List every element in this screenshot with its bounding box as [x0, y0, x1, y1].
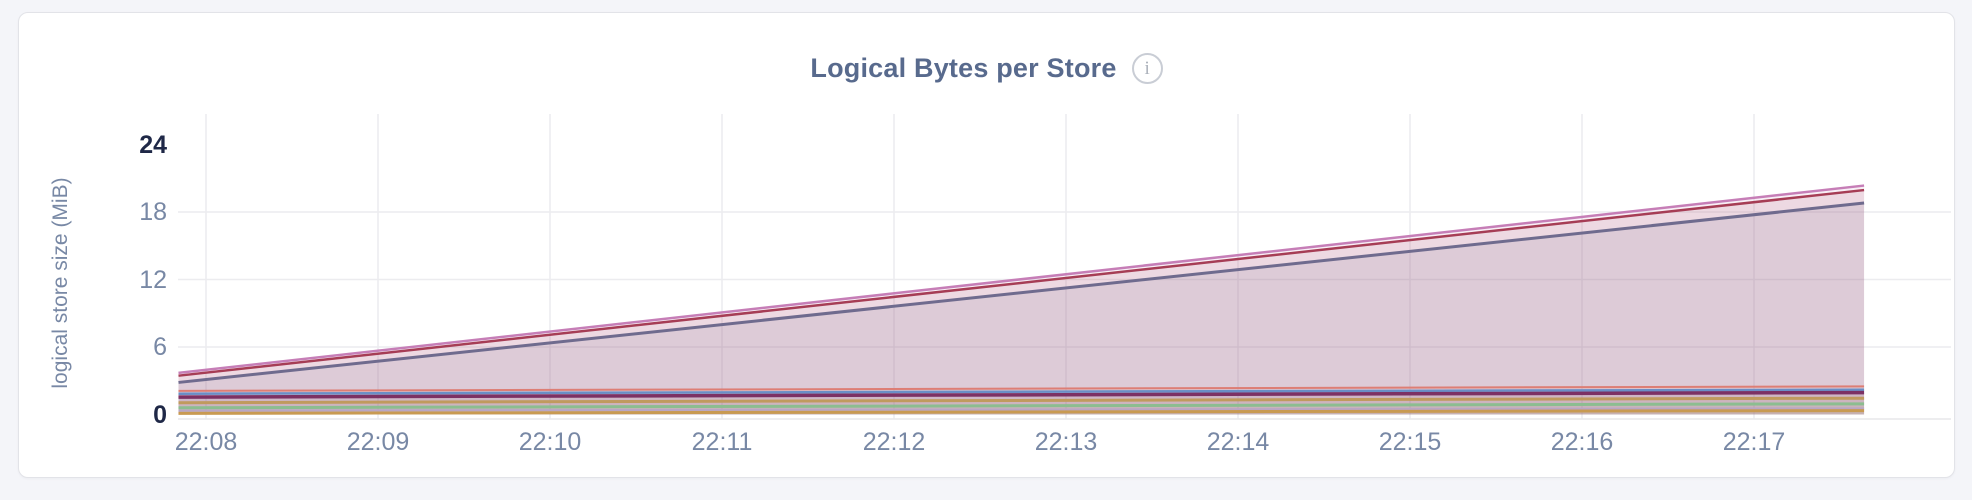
series-area	[178, 203, 1865, 415]
x-tick-label: 22:14	[1206, 428, 1270, 456]
x-tick-label: 22:13	[1034, 428, 1098, 456]
series-line	[178, 402, 1865, 410]
y-tick-label: 12	[139, 265, 167, 294]
y-tick-label: 6	[153, 333, 167, 361]
series-line	[178, 201, 1865, 384]
chart-plot[interactable]	[178, 101, 1951, 431]
x-tick-label: 22:12	[862, 428, 926, 456]
series-line	[178, 396, 1865, 405]
x-tick-label: 22:16	[1550, 428, 1614, 456]
chart-title: Logical Bytes per Store	[810, 53, 1117, 83]
series-line	[178, 385, 1865, 392]
series-area	[178, 190, 1865, 415]
series-area	[178, 185, 1865, 415]
series-line	[178, 184, 1865, 375]
x-tick-label: 22:09	[346, 428, 410, 456]
x-tick-label: 22:08	[174, 428, 238, 456]
y-tick-label: 0	[153, 400, 167, 429]
info-icon[interactable]: i	[1131, 53, 1163, 84]
x-tick-label: 22:10	[518, 428, 582, 456]
series-line	[178, 188, 1865, 377]
series-line	[178, 409, 1865, 415]
series-line	[178, 388, 1865, 395]
chart-card: Logical Bytes per Store i logical store …	[18, 12, 1955, 478]
x-tick-label: 22:11	[691, 428, 753, 456]
chart-header: Logical Bytes per Store i	[19, 53, 1954, 84]
y-tick-label: 18	[139, 198, 167, 226]
x-tick-label: 22:17	[1722, 428, 1786, 456]
series-line	[178, 407, 1865, 412]
x-tick-label: 22:15	[1378, 428, 1442, 456]
y-axis-label: logical store size (MiB)	[49, 177, 72, 389]
y-tick-label: 24	[139, 130, 167, 159]
series-line	[178, 390, 1865, 399]
